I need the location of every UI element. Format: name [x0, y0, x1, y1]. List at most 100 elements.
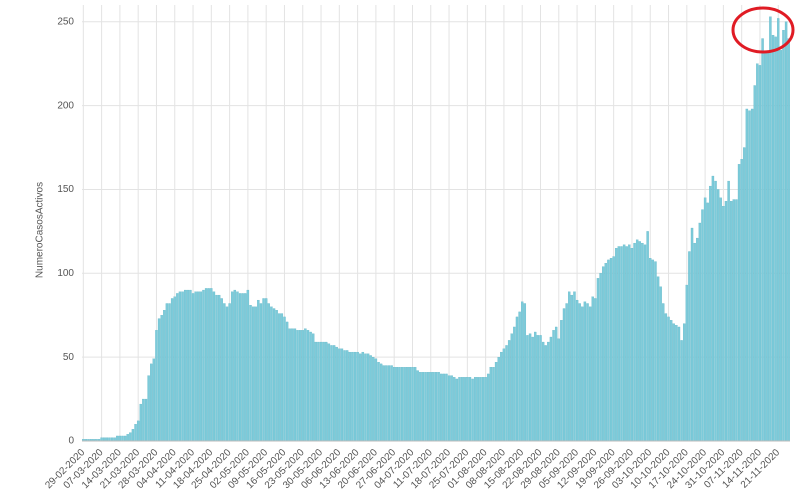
bar: [643, 244, 647, 442]
bar: [199, 291, 203, 442]
bar: [730, 201, 733, 442]
bar: [513, 326, 516, 442]
bar: [732, 199, 736, 442]
bar: [646, 231, 649, 442]
bar: [565, 303, 568, 442]
bar: [523, 303, 527, 442]
bar: [473, 377, 477, 442]
bar: [735, 199, 738, 442]
bar: [184, 289, 187, 442]
bar: [675, 325, 678, 442]
bar: [599, 273, 602, 442]
bar: [497, 357, 500, 442]
bar: [136, 420, 140, 442]
bar: [123, 435, 127, 442]
bar: [249, 305, 252, 442]
bar: [466, 377, 469, 442]
bar: [272, 308, 276, 442]
bar: [144, 398, 148, 442]
bar: [771, 35, 775, 442]
bar: [364, 353, 367, 442]
bar: [416, 370, 419, 442]
bar: [628, 244, 631, 442]
bar: [340, 348, 344, 442]
bar: [737, 164, 741, 442]
bar: [202, 289, 205, 442]
bar: [596, 278, 600, 442]
bar: [304, 328, 307, 442]
bar: [586, 303, 589, 442]
bar: [602, 266, 605, 442]
bar: [100, 437, 103, 442]
bar: [181, 291, 184, 442]
bar: [487, 373, 490, 442]
bar: [711, 175, 715, 442]
bar: [552, 330, 555, 442]
bar: [259, 303, 263, 442]
bar: [413, 367, 417, 442]
bar: [366, 353, 370, 442]
bar: [142, 398, 145, 442]
bar: [591, 296, 594, 442]
bar: [664, 313, 668, 442]
bar: [539, 335, 542, 442]
bar: [275, 310, 278, 442]
bar: [481, 377, 485, 442]
bar: [390, 365, 393, 442]
bar: [656, 276, 660, 442]
bar: [654, 261, 657, 442]
bar: [343, 350, 346, 442]
bar: [319, 341, 323, 442]
bar: [460, 377, 464, 442]
bar: [560, 320, 563, 442]
bar: [241, 293, 244, 442]
bar: [719, 197, 722, 442]
bar: [426, 372, 430, 442]
bar: [327, 343, 331, 442]
bar: [534, 331, 537, 442]
bar: [617, 246, 621, 442]
bar: [722, 206, 725, 442]
bar: [317, 341, 320, 442]
bar: [403, 367, 406, 442]
bar: [356, 351, 359, 442]
bar: [756, 63, 759, 442]
bar: [296, 330, 299, 442]
bar: [690, 227, 694, 442]
bar: [541, 341, 545, 442]
bar: [382, 365, 385, 442]
bar: [672, 323, 675, 442]
bar: [186, 289, 190, 442]
bar: [325, 341, 328, 442]
bar: [716, 189, 720, 442]
bar: [782, 30, 785, 442]
bar: [207, 288, 210, 442]
bar: [630, 248, 634, 442]
bar: [419, 372, 422, 442]
bar: [262, 298, 265, 442]
bar: [484, 377, 487, 442]
bar: [332, 345, 336, 442]
bar: [526, 335, 529, 442]
bar: [173, 296, 176, 442]
bar: [698, 222, 702, 442]
bar: [536, 335, 540, 442]
bar: [680, 340, 683, 442]
bar: [157, 318, 161, 442]
bar: [231, 291, 234, 442]
bar: [635, 239, 639, 442]
bar: [458, 377, 461, 442]
bar: [701, 209, 704, 442]
bar: [424, 372, 427, 442]
bar: [709, 185, 712, 442]
bar: [727, 180, 730, 442]
bar: [178, 291, 182, 442]
bar: [641, 242, 644, 442]
bar: [338, 348, 341, 442]
bar: [633, 242, 636, 442]
bar: [197, 291, 200, 442]
bar: [463, 377, 466, 442]
bar: [210, 288, 213, 442]
bar: [693, 242, 696, 442]
